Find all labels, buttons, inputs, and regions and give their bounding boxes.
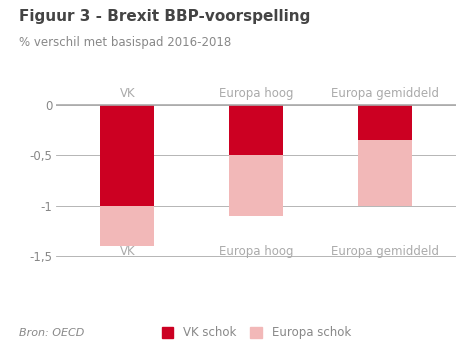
Text: VK: VK xyxy=(119,245,135,258)
Text: Europa hoog: Europa hoog xyxy=(219,245,293,258)
Text: Europa gemiddeld: Europa gemiddeld xyxy=(331,87,439,100)
Bar xyxy=(229,155,283,215)
Bar xyxy=(100,105,154,205)
Text: VK: VK xyxy=(119,87,135,100)
Text: % verschil met basispad 2016-2018: % verschil met basispad 2016-2018 xyxy=(19,36,231,49)
Text: Europa gemiddeld: Europa gemiddeld xyxy=(331,245,439,258)
Bar xyxy=(358,140,412,205)
Bar xyxy=(229,105,283,155)
Bar xyxy=(100,205,154,246)
Legend: VK schok, Europa schok: VK schok, Europa schok xyxy=(157,322,355,344)
Text: Bron: OECD: Bron: OECD xyxy=(19,328,84,338)
Text: Figuur 3 - Brexit BBP-voorspelling: Figuur 3 - Brexit BBP-voorspelling xyxy=(19,9,310,24)
Bar xyxy=(358,105,412,140)
Text: Europa hoog: Europa hoog xyxy=(219,87,293,100)
